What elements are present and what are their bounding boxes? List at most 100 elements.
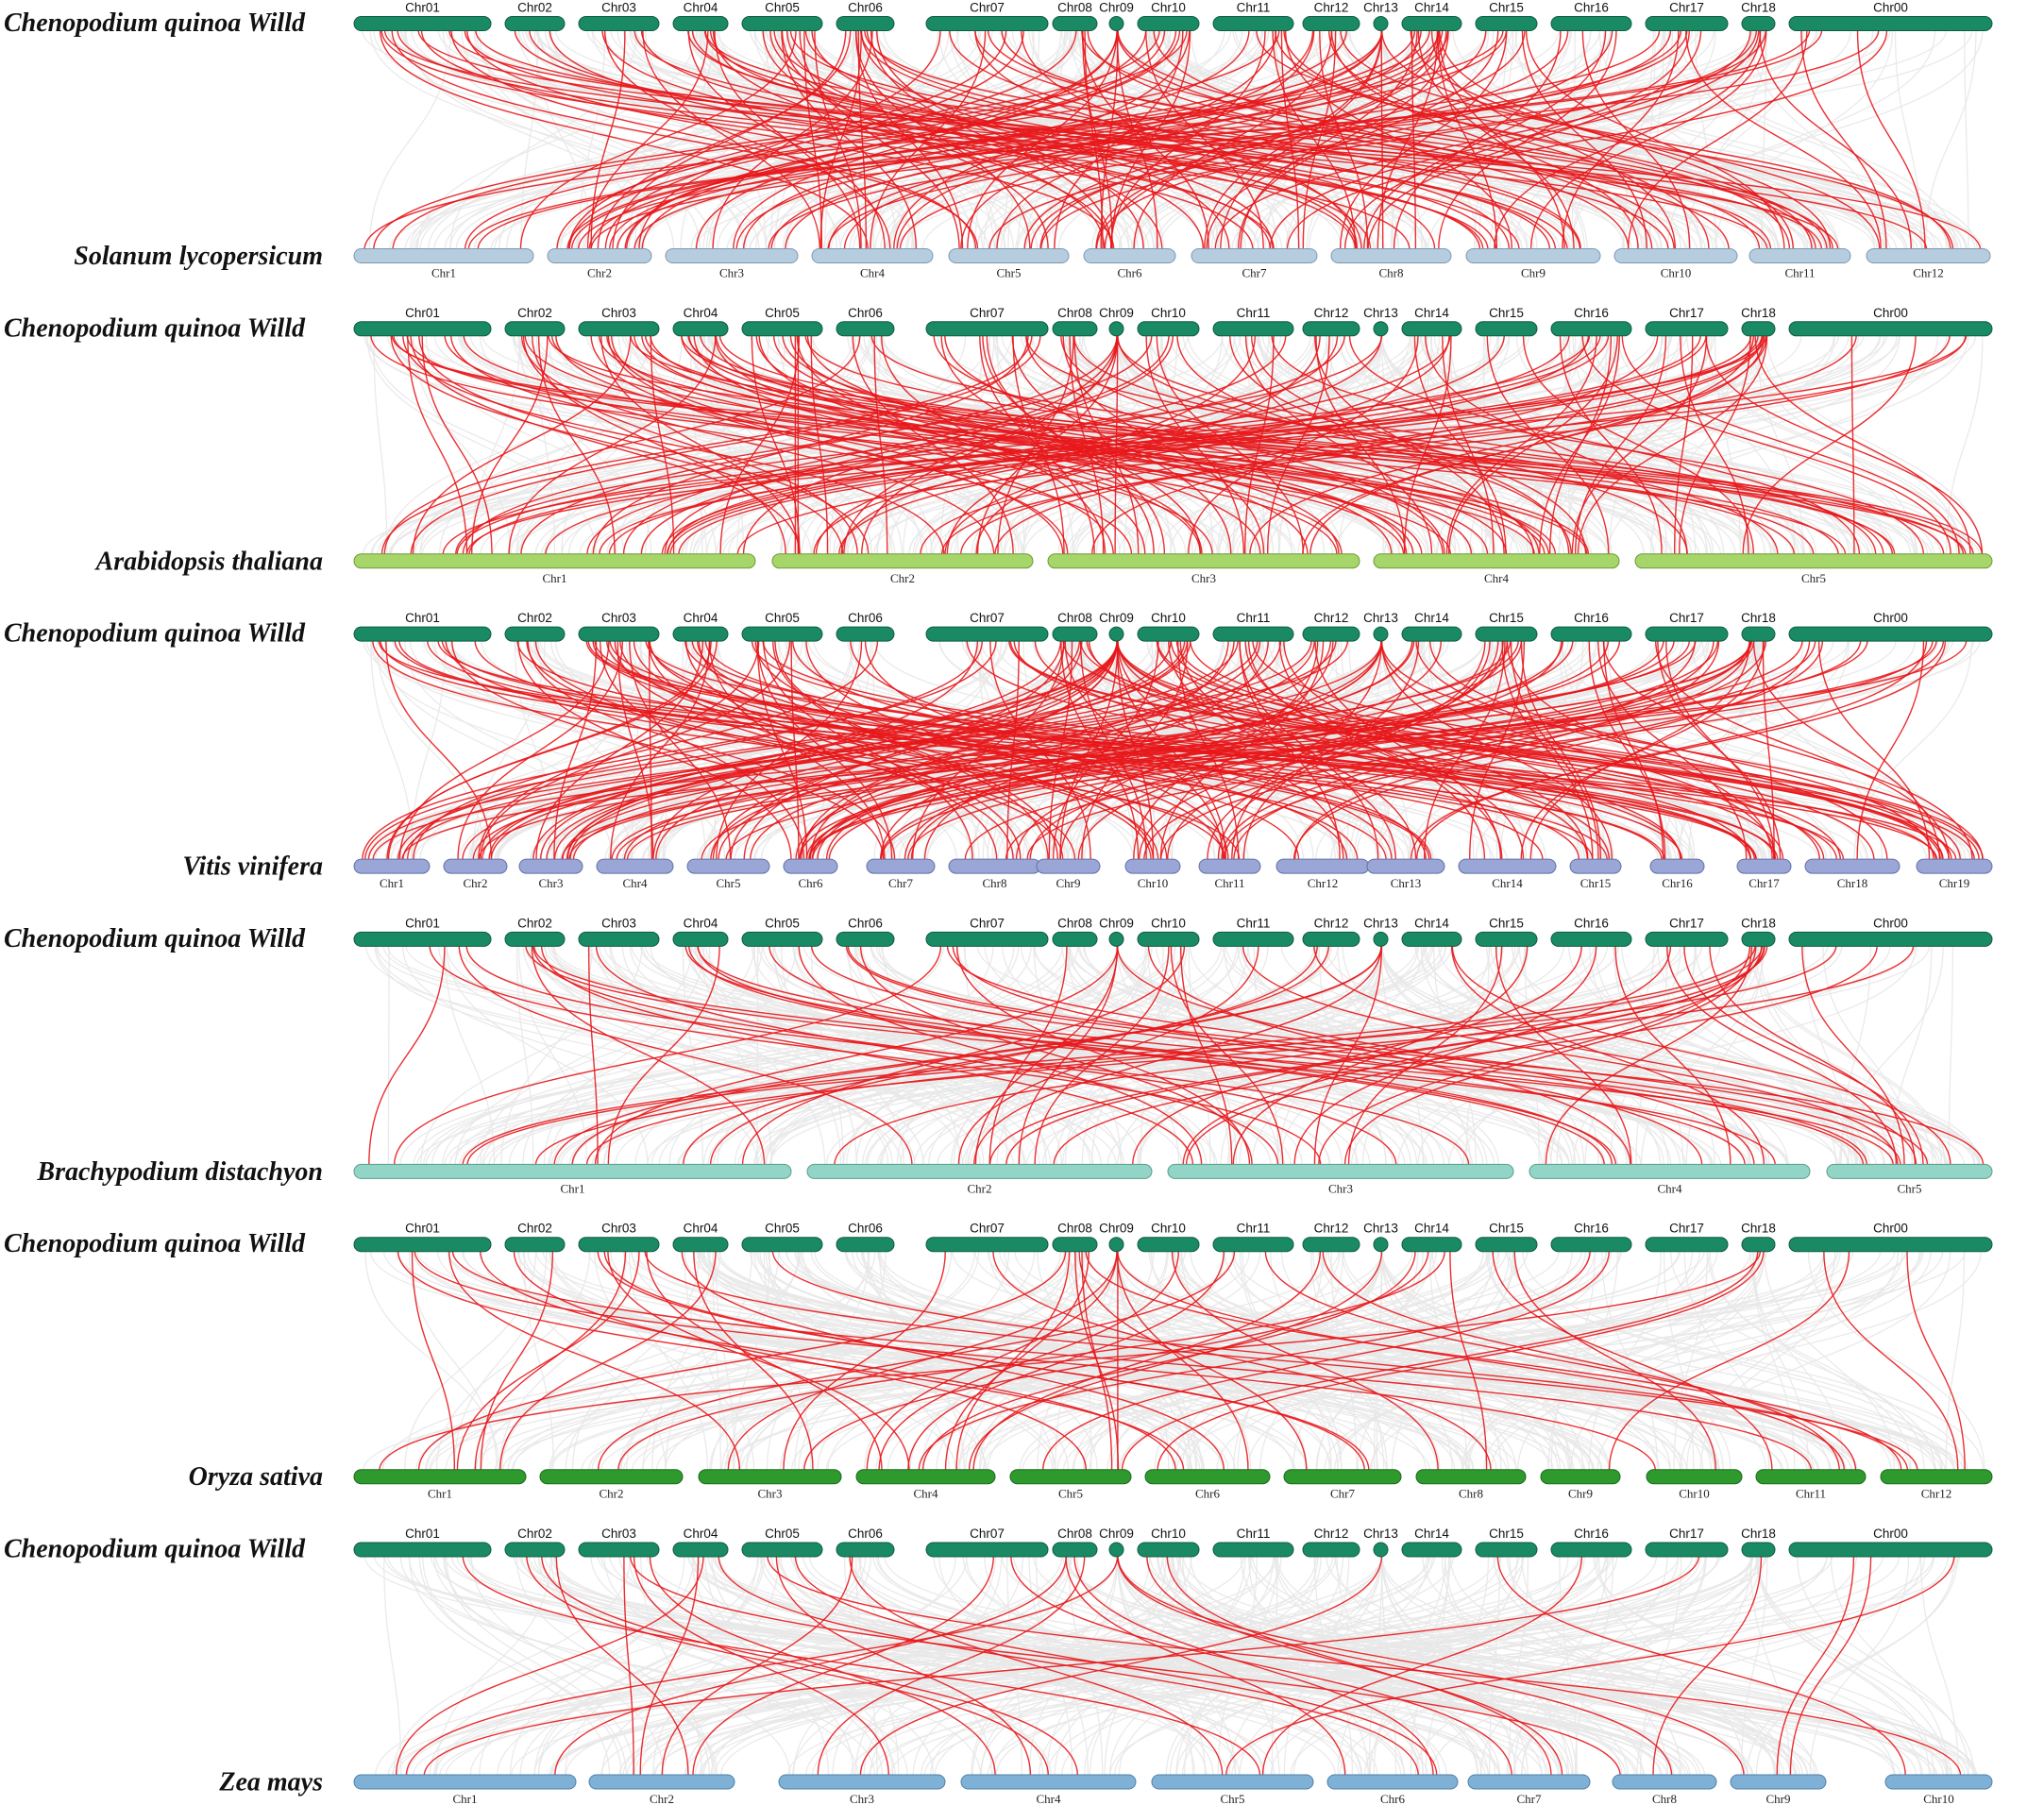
highlight-link	[1084, 29, 1104, 250]
comparison-chromosome-label: Chr6	[1195, 1487, 1221, 1501]
highlight-link	[1627, 29, 1808, 250]
highlight-link	[854, 29, 1031, 250]
highlight-link	[742, 334, 1118, 555]
quinoa-chromosome-label: Chr00	[1873, 916, 1908, 930]
comparison-chromosome-label: Chr12	[1308, 876, 1339, 890]
collinear-link	[980, 1555, 1174, 1777]
quinoa-chromosome-chr06	[836, 16, 895, 31]
collinear-link	[549, 1250, 1062, 1471]
quinoa-chromosome-label: Chr12	[1314, 1222, 1349, 1236]
highlight-link	[597, 1250, 1236, 1471]
highlight-link	[571, 945, 1382, 1166]
comparison-chromosome-label: Chr19	[1939, 876, 1970, 890]
highlight-link	[390, 334, 844, 555]
quinoa-chromosome-label: Chr03	[601, 1222, 636, 1236]
highlight-link	[1423, 640, 1506, 861]
highlight-link	[771, 1250, 1909, 1471]
collinear-link	[715, 1250, 735, 1471]
comparison-chromosome-label: Chr6	[799, 876, 824, 890]
highlight-link	[1709, 945, 1917, 1166]
comparison-chromosome-label: Chr4	[914, 1487, 939, 1501]
highlight-link	[448, 29, 1982, 250]
quinoa-chromosome-chr12	[1302, 931, 1360, 947]
highlight-link	[1185, 945, 1763, 1166]
highlight-link	[617, 1250, 1445, 1471]
highlight-link	[566, 29, 1416, 250]
collinear-link	[1945, 334, 1984, 555]
collinear-link	[685, 945, 1091, 1166]
quinoa-chromosome-label: Chr18	[1741, 1527, 1776, 1541]
highlight-link	[1012, 334, 1065, 555]
collinear-link	[1807, 1250, 1985, 1471]
highlight-link	[407, 334, 468, 555]
quinoa-chromosome-label: Chr13	[1363, 1, 1398, 15]
quinoa-chromosome-chr14	[1401, 321, 1462, 337]
highlight-link	[600, 334, 800, 555]
collinear-link	[382, 1250, 1508, 1471]
quinoa-chromosome-chr04	[672, 321, 729, 337]
highlight-link	[712, 29, 1113, 250]
quinoa-chromosome-chr08	[1052, 931, 1098, 947]
quinoa-chromosome-label: Chr15	[1489, 611, 1524, 625]
quinoa-chromosome-label: Chr16	[1574, 916, 1609, 930]
zea-mays-chromosome-chr10	[1884, 1774, 1993, 1790]
highlight-link	[464, 29, 1280, 250]
comparison-chromosome-label: Chr1	[453, 1792, 478, 1805]
collinear-link	[766, 1250, 870, 1471]
quinoa-chromosome-chr09	[1108, 16, 1124, 31]
highlight-link	[451, 1250, 1813, 1471]
highlight-link	[1006, 640, 1020, 861]
highlight-link	[1117, 1250, 1846, 1471]
highlight-link	[649, 1555, 996, 1777]
highlighted-collinear-links	[362, 29, 1985, 1777]
quinoa-chromosome-chr04	[672, 626, 729, 642]
collinear-link	[1254, 29, 1809, 250]
highlight-link	[513, 1250, 1088, 1471]
species-label-quinoa: Chenopodium quinoa Willd	[4, 924, 306, 953]
brachypodium-distachyon-chromosome-chr4	[1529, 1163, 1811, 1179]
quinoa-chromosome-chr01	[353, 626, 492, 642]
quinoa-chromosome-chr07	[925, 1237, 1049, 1253]
highlight-link	[1062, 640, 1941, 861]
highlight-link	[805, 640, 1168, 861]
highlight-link	[413, 640, 879, 861]
highlight-link	[540, 945, 1194, 1166]
highlight-link	[852, 334, 1014, 555]
comparison-chromosome-label: Chr8	[983, 876, 1007, 890]
comparison-chromosome-label: Chr3	[758, 1487, 783, 1501]
collinear-link	[1462, 1250, 1932, 1471]
collinear-link	[778, 29, 1770, 250]
highlight-link	[808, 640, 1934, 861]
highlight-link	[633, 334, 1489, 555]
highlight-link	[597, 1250, 1370, 1471]
quinoa-chromosome-chr07	[925, 626, 1049, 642]
highlight-link	[1110, 29, 1191, 250]
quinoa-chromosome-label: Chr11	[1237, 306, 1271, 320]
highlight-link	[386, 640, 718, 861]
collinear-link	[425, 945, 1432, 1166]
highlight-link	[474, 640, 1387, 861]
quinoa-chromosome-chr01	[353, 1542, 492, 1558]
collinear-link	[1148, 1250, 1517, 1471]
highlight-link	[1283, 640, 1589, 861]
highlight-link	[704, 640, 1683, 861]
quinoa-chromosome-label: Chr18	[1741, 916, 1776, 930]
quinoa-chromosome-label: Chr09	[1099, 1527, 1134, 1541]
quinoa-chromosome-chr18	[1741, 931, 1776, 947]
highlight-link	[798, 945, 1203, 1166]
quinoa-chromosome-chr04	[672, 1237, 729, 1253]
highlight-link	[524, 334, 1405, 555]
collinear-link	[1485, 945, 1770, 1166]
highlight-link	[639, 1555, 700, 1777]
highlight-link	[645, 640, 1936, 861]
highlight-link	[1182, 945, 1672, 1166]
highlight-link	[1603, 640, 1664, 861]
collinear-link	[548, 640, 642, 861]
collinear-link	[392, 1555, 632, 1777]
quinoa-chromosome-chr02	[504, 626, 566, 642]
highlight-link	[756, 640, 808, 861]
highlight-link	[1679, 334, 1751, 555]
collinear-link	[1062, 1555, 1977, 1777]
highlight-link	[1116, 29, 1675, 250]
highlight-link	[1495, 945, 1632, 1166]
